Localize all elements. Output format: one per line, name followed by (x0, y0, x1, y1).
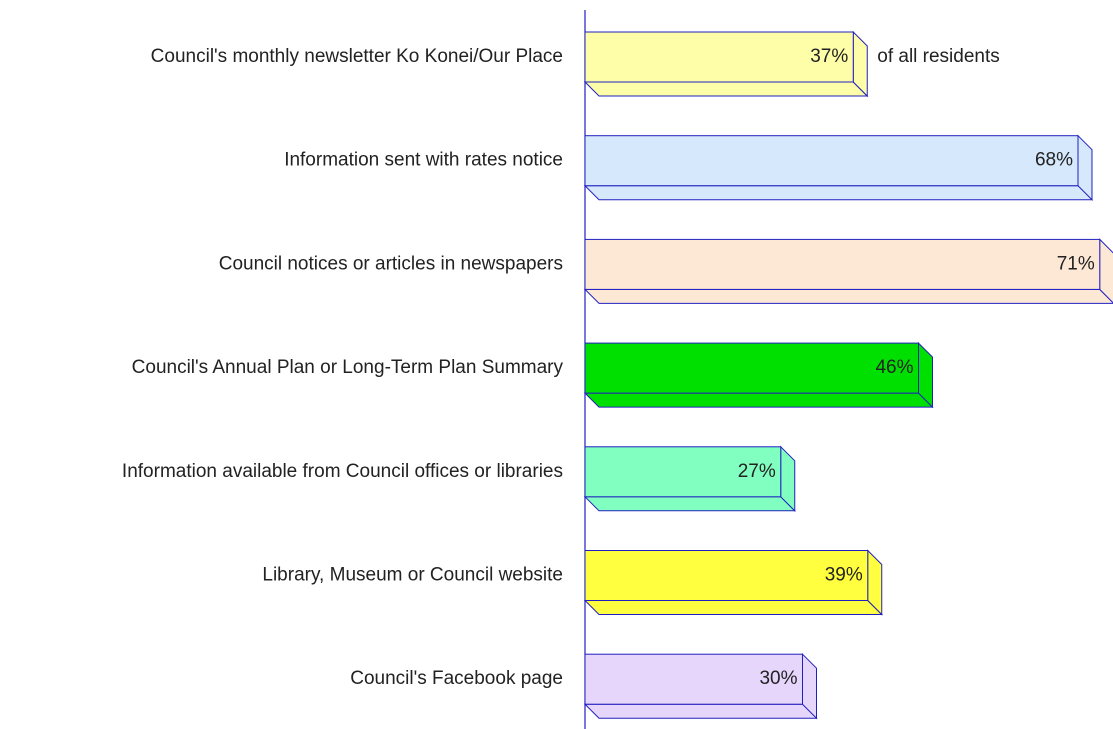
value-label: 30% (759, 668, 797, 689)
bar (584, 653, 803, 705)
bar-bottom-face (583, 185, 1094, 201)
bar (584, 550, 869, 601)
category-label: Library, Museum or Council website (262, 565, 563, 586)
category-label: Council's Facebook page (350, 668, 563, 689)
bar (584, 342, 919, 394)
bar-bottom-face (583, 703, 818, 719)
value-label: 68% (1035, 150, 1073, 171)
bar (584, 238, 1101, 290)
bar-bottom-face (583, 392, 934, 408)
value-label: 27% (738, 461, 776, 482)
category-label: Council's Annual Plan or Long-Term Plan … (132, 357, 564, 378)
value-label: 37% (810, 46, 848, 67)
annotation: of all residents (877, 46, 1000, 67)
value-label: 39% (825, 565, 863, 586)
category-label: Information sent with rates notice (284, 150, 563, 171)
bar (584, 135, 1079, 187)
category-label: Council's monthly newsletter Ko Konei/Ou… (151, 46, 563, 67)
bar-bottom-face (583, 600, 883, 615)
value-label: 46% (875, 357, 913, 378)
bar-bottom-face (583, 288, 1113, 304)
bar-bottom-face (583, 81, 869, 97)
category-label: Council notices or articles in newspaper… (219, 253, 563, 274)
bar-bottom-face (583, 496, 796, 512)
bar (584, 446, 782, 498)
bar (584, 31, 854, 83)
value-label: 71% (1057, 253, 1095, 274)
category-label: Information available from Council offic… (122, 461, 563, 482)
